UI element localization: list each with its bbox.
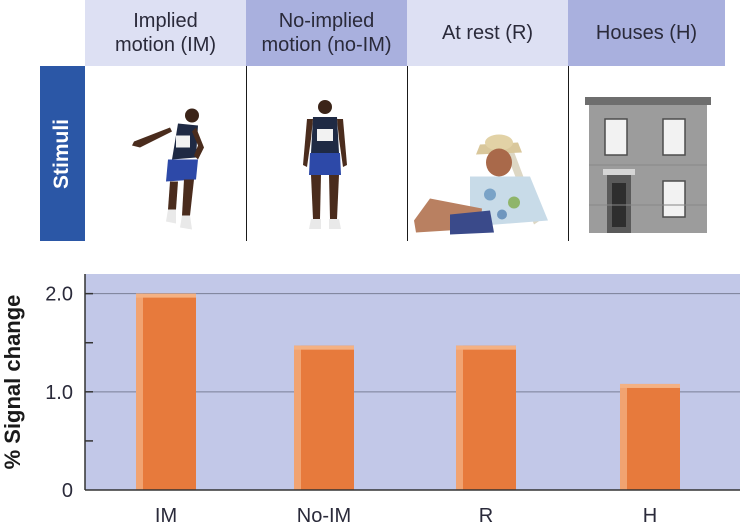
header-implied-motion: Implied motion (IM) (85, 0, 246, 66)
x-tick-label: H (643, 505, 657, 527)
runner-standing-image (303, 100, 347, 229)
stimuli-divider (568, 66, 569, 241)
bar-h (620, 383, 680, 490)
y-tick-label: 1.0 (45, 382, 73, 404)
bar-top-highlight (620, 383, 680, 388)
header-no-implied-motion: No-implied motion (no-IM) (246, 0, 407, 66)
man-at-rest-image (414, 134, 548, 235)
header-noim-line1: No-implied (278, 10, 375, 32)
bar-no-im (294, 345, 354, 490)
header-im-line2: motion (IM) (114, 34, 217, 56)
stimuli-divider (246, 66, 247, 241)
y-axis-label: % Signal change (0, 295, 25, 470)
y-tick-label: 2.0 (45, 284, 73, 306)
header-at-rest: At rest (R) (407, 0, 568, 66)
stimuli-divider (407, 66, 408, 241)
bar-side-highlight (294, 345, 301, 490)
y-tick-label: 0 (62, 480, 73, 502)
bar-side-highlight (456, 345, 463, 490)
header-houses: Houses (H) (568, 0, 725, 66)
runner-implied-motion-image (132, 108, 204, 230)
bar-im (136, 293, 196, 490)
stimuli-row-bar (40, 66, 85, 241)
x-tick-label: IM (155, 505, 177, 527)
header-im-line1: Implied (133, 10, 198, 32)
bar-top-highlight (294, 345, 354, 350)
header-houses-label: Houses (H) (595, 22, 698, 44)
header-noim-line2: motion (no-IM) (261, 34, 392, 56)
bar-side-highlight (620, 383, 627, 490)
x-tick-label: R (479, 505, 493, 527)
bar-r (456, 345, 516, 490)
bar-top-highlight (136, 293, 196, 298)
header-rest-label: At rest (R) (441, 22, 534, 44)
bar-top-highlight (456, 345, 516, 350)
brick-house-image (585, 97, 711, 233)
bar-side-highlight (136, 293, 143, 490)
x-tick-label: No-IM (297, 505, 351, 527)
